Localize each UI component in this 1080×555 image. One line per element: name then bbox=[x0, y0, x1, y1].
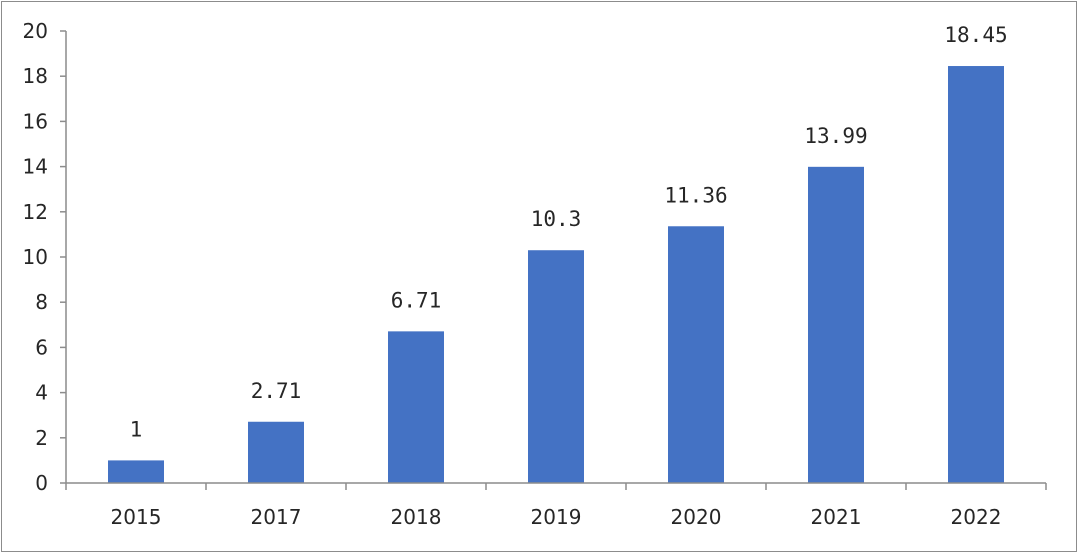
bar-2022 bbox=[948, 66, 1004, 483]
y-tick-label: 18 bbox=[23, 64, 48, 88]
y-tick-label: 0 bbox=[35, 471, 48, 495]
bar-2018 bbox=[388, 331, 444, 483]
x-tick-label: 2020 bbox=[671, 505, 722, 529]
data-label-2019: 10.3 bbox=[531, 207, 582, 231]
data-label-2017: 2.71 bbox=[251, 379, 302, 403]
bar-2020 bbox=[668, 226, 724, 483]
bar-2019 bbox=[528, 250, 584, 483]
y-tick-label: 16 bbox=[23, 109, 48, 133]
data-label-2021: 13.99 bbox=[804, 124, 867, 148]
bar-2015 bbox=[108, 460, 164, 483]
data-label-2015: 1 bbox=[130, 417, 143, 441]
bar-2021 bbox=[808, 166, 864, 484]
data-label-2020: 11.36 bbox=[664, 183, 727, 207]
y-tick-label: 12 bbox=[23, 200, 48, 224]
y-tick-label: 4 bbox=[35, 381, 48, 405]
x-tick-label: 2015 bbox=[111, 505, 162, 529]
data-label-2022: 18.45 bbox=[944, 23, 1007, 47]
bars-layer bbox=[108, 66, 1004, 484]
y-tick-label: 20 bbox=[23, 19, 48, 43]
y-tick-label: 10 bbox=[23, 245, 48, 269]
data-label-2018: 6.71 bbox=[391, 288, 442, 312]
x-ticks-layer: 2015 2017 2018 2019 2020 2021 2022 bbox=[65, 483, 1047, 529]
data-labels-layer: 1 2.71 6.71 10.3 11.36 13.99 18.45 bbox=[130, 23, 1008, 441]
bar-2017 bbox=[248, 421, 304, 483]
y-tick-label: 14 bbox=[23, 155, 48, 179]
x-tick-label: 2019 bbox=[531, 505, 582, 529]
x-tick-label: 2021 bbox=[811, 505, 862, 529]
y-tick-label: 8 bbox=[35, 290, 48, 314]
y-tick-label: 2 bbox=[35, 426, 48, 450]
x-tick-label: 2017 bbox=[251, 505, 302, 529]
x-tick-label: 2022 bbox=[951, 505, 1002, 529]
x-tick-label: 2018 bbox=[391, 505, 442, 529]
y-ticks-layer: 0 2 4 6 8 10 12 14 16 18 20 bbox=[23, 19, 66, 495]
y-tick-label: 6 bbox=[35, 335, 48, 359]
